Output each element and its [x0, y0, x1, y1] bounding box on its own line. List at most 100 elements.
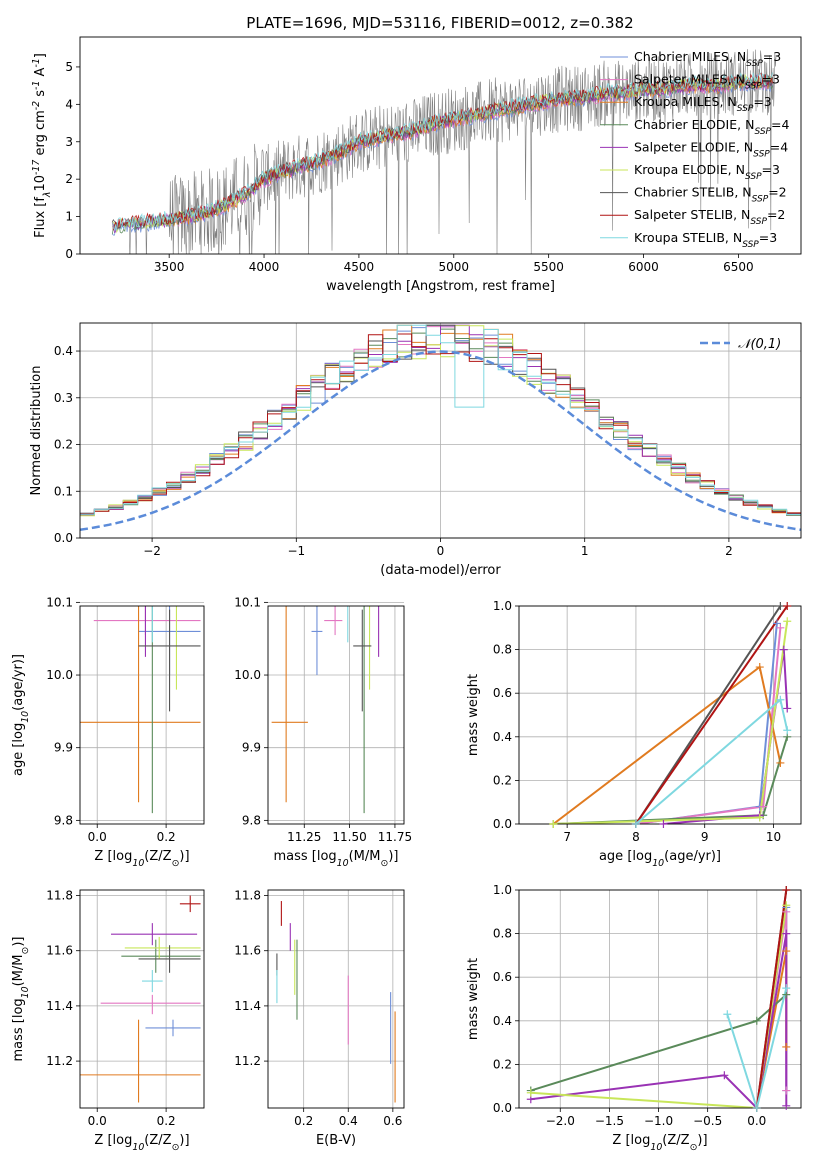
weight-marker: [782, 929, 791, 938]
x-tick-label: 0.2: [294, 1114, 313, 1128]
y-tick-label: 0.4: [54, 344, 73, 358]
y-tick-label: 0.1: [54, 484, 73, 498]
legend-label: Kroupa ELODIE, NSSP=3: [634, 162, 780, 182]
y-tick-label: 10.1: [46, 595, 73, 609]
axes-frame: [79, 36, 802, 255]
weight-marker: [759, 802, 768, 811]
y-tick-label: 10.0: [234, 668, 261, 682]
y-tick-label: 0.6: [493, 970, 512, 984]
weight-marker: [783, 704, 792, 713]
legend-label: Kroupa MILES, NSSP=3: [634, 94, 772, 114]
weight-marker: [526, 1088, 535, 1097]
x-axis-label: Z [log10(Z/Z⊙)]: [94, 1133, 189, 1153]
y-tick-label: 9.9: [242, 741, 261, 755]
legend-label: Chabrier STELIB, NSSP=2: [634, 185, 787, 205]
axes-frame: [79, 605, 205, 825]
weight-marker: [755, 813, 764, 822]
weight-line-2: [552, 665, 782, 824]
x-tick-label: 4500: [344, 260, 375, 274]
axes-frame: [267, 605, 405, 825]
x-tick-label: 11.50: [332, 830, 366, 844]
x-tick-label: 3500: [154, 260, 185, 274]
y-tick-label: 9.8: [242, 813, 261, 827]
x-tick-label: 11.25: [287, 830, 321, 844]
weight-marker: [776, 602, 785, 610]
x-tick-label: 7: [563, 830, 571, 844]
plot-area: [80, 324, 801, 532]
axes-frame: [518, 889, 802, 1109]
plot-area: [271, 606, 380, 814]
weight-line-8: [726, 987, 788, 1108]
plot-area: [552, 606, 789, 824]
axes-frame: [79, 889, 205, 1109]
histogram-7: [80, 333, 801, 515]
x-tick-label: 0.6: [383, 1114, 402, 1128]
x-tick-label: 2: [725, 544, 733, 558]
chart-age-vs-mass: 11.25 11.50 11.75 9.8 9.9 10.0 10.1 mass [log10…: [234, 595, 412, 868]
y-tick-label: 0.3: [54, 391, 73, 405]
weight-marker: [782, 901, 791, 910]
gaussian-curve: [80, 350, 801, 532]
legend: Chabrier MILES, NSSP=3 Salpeter MILES, NS…: [600, 49, 789, 250]
y-tick-label: 9.8: [54, 813, 73, 827]
y-tick-label: 0.4: [493, 730, 512, 744]
plot-area: [111, 49, 777, 254]
y-tick-label: 9.9: [54, 741, 73, 755]
model-spectrum-8: [111, 71, 773, 231]
y-tick-label: 0.0: [493, 817, 512, 831]
y-tick-label: 1: [65, 210, 73, 224]
y-tick-label: 0.0: [54, 531, 73, 545]
weight-line-5: [530, 905, 788, 1108]
x-tick-label: −0.5: [693, 1114, 722, 1128]
y-tick-label: 11.2: [234, 1054, 261, 1068]
weight-marker: [782, 886, 791, 894]
histogram-6: [80, 324, 801, 514]
x-tick-label: 0.0: [88, 830, 107, 844]
x-tick-label: 0.2: [157, 1114, 176, 1128]
y-tick-label: 2: [65, 172, 73, 186]
y-tick-label: 4: [65, 97, 73, 111]
x-tick-label: −1.5: [595, 1114, 624, 1128]
y-tick-label: 0.8: [493, 643, 512, 657]
x-axis-label: wavelength [Angstrom, rest frame]: [326, 279, 555, 294]
axes-frame: [267, 889, 405, 1109]
plot-area: [80, 606, 201, 814]
x-tick-label: 5500: [533, 260, 564, 274]
x-axis-label: Z [log10(Z/Z⊙)]: [612, 1133, 707, 1153]
y-tick-label: 0.6: [493, 686, 512, 700]
legend-label: 𝒩(0,1): [738, 337, 781, 352]
x-tick-label: 5000: [439, 260, 470, 274]
y-tick-label: 3: [65, 135, 73, 149]
weight-marker: [779, 645, 788, 654]
x-tick-label: 0.4: [339, 1114, 358, 1128]
x-tick-label: −1: [287, 544, 305, 558]
x-tick-label: 4000: [249, 260, 280, 274]
x-tick-label: 1: [581, 544, 589, 558]
y-tick-label: 0.2: [54, 438, 73, 452]
y-axis-label: mass weight: [466, 674, 481, 756]
legend-label: Salpeter ELODIE, NSSP=4: [634, 139, 788, 159]
chart-age-vs-Z: 0.0 0.2 9.8 9.9 10.0 10.1 Z [log10(Z/Z⊙)] age […: [11, 595, 205, 869]
weight-marker: [752, 1016, 761, 1025]
x-tick-label: 6500: [723, 260, 754, 274]
y-tick-label: 0: [65, 247, 73, 261]
weight-marker: [659, 820, 668, 828]
weight-marker: [782, 1042, 791, 1051]
observed-spectrum: [112, 49, 777, 254]
figure-title: PLATE=1696, MJD=53116, FIBERID=0012, z=0…: [246, 14, 633, 32]
weight-line-7: [635, 606, 789, 824]
x-tick-label: 6000: [628, 260, 659, 274]
y-axis-label: age [log10(age/yr)]: [11, 654, 31, 776]
weight-marker: [782, 1101, 791, 1110]
x-tick-label: −2: [143, 544, 161, 558]
x-axis-label: Z [log10(Z/Z⊙)]: [94, 849, 189, 869]
weight-marker: [782, 1086, 791, 1095]
y-axis-label: Normed distribution: [29, 366, 44, 496]
y-tick-label: 11.8: [46, 889, 73, 903]
chart-mass-vs-ebv: 0.2 0.4 0.6 11.2 11.4 11.6 11.8 E(B-V): [234, 889, 405, 1148]
weight-marker: [723, 1010, 732, 1019]
x-tick-label: 8: [632, 830, 640, 844]
legend-label: Chabrier ELODIE, NSSP=4: [634, 117, 789, 137]
legend-label: Kroupa STELIB, NSSP=3: [634, 230, 777, 250]
